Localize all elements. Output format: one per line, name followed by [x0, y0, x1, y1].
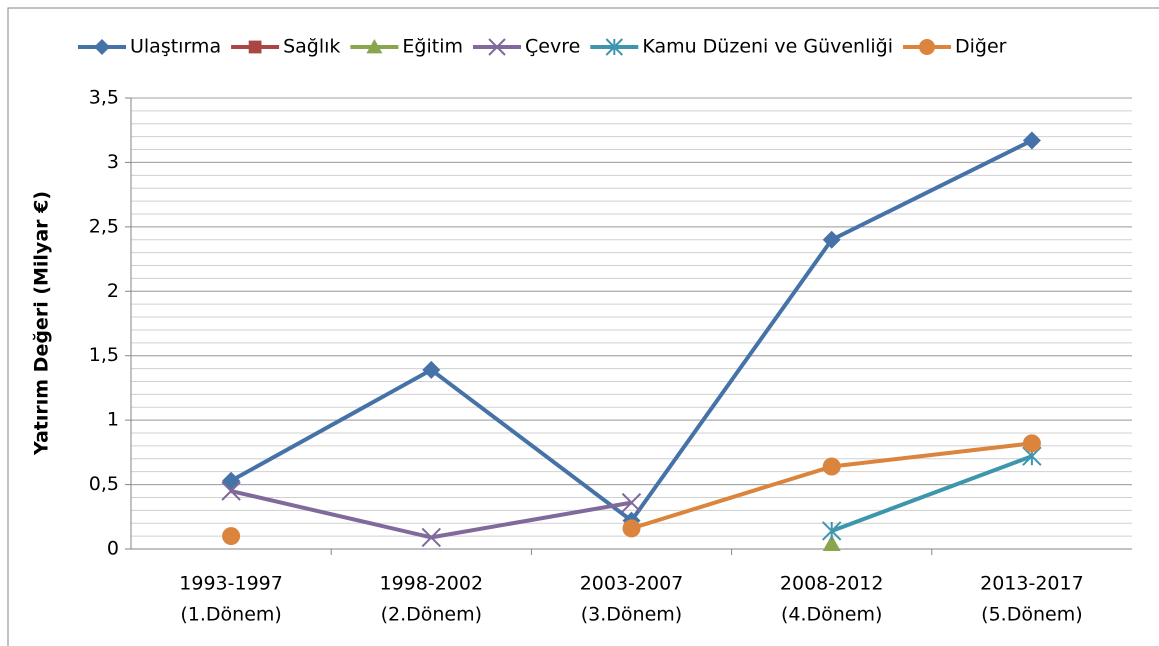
marker	[1022, 434, 1041, 453]
marker	[221, 481, 241, 501]
y-tick-label: 3	[107, 151, 119, 173]
x-tick-label: 2003-2007	[580, 573, 684, 595]
y-tick-label: 2,5	[89, 215, 119, 237]
y-tick-label: 0,5	[89, 473, 119, 495]
marker	[488, 38, 506, 56]
legend-label: Diğer	[955, 36, 1007, 58]
marker	[821, 521, 842, 541]
marker	[222, 527, 241, 546]
marker	[94, 39, 110, 55]
marker	[822, 534, 841, 552]
x-tick-label: 2008-2012	[780, 573, 884, 595]
x-tick-label: 2013-2017	[980, 573, 1084, 595]
marker	[1022, 131, 1041, 150]
x-tick-label: (5.Dönem)	[981, 604, 1082, 626]
x-tick-label: (4.Dönem)	[781, 604, 882, 626]
marker	[422, 360, 441, 379]
legend-label: Eğitim	[402, 36, 463, 58]
marker	[248, 40, 262, 54]
legend-label: Kamu Düzeni ve Güvenliği	[642, 36, 893, 58]
x-tick-label: 1993-1997	[179, 573, 283, 595]
marker	[918, 39, 935, 55]
x-tick-label: (3.Dönem)	[581, 604, 682, 626]
legend-label: Ulaştırma	[130, 36, 221, 58]
series-line	[831, 454, 1033, 533]
marker	[622, 519, 641, 538]
marker	[621, 492, 642, 513]
legend-label: Sağlık	[283, 36, 340, 58]
chart-frame	[7, 7, 1159, 646]
marker	[421, 527, 442, 548]
y-tick-label: 1	[107, 409, 119, 431]
x-tick-label: (1.Dönem)	[180, 604, 281, 626]
marker	[822, 457, 841, 476]
marker	[605, 38, 624, 56]
y-tick-label: 0	[107, 538, 119, 560]
marker	[366, 39, 383, 54]
marker	[822, 230, 841, 249]
legend-label: Çevre	[525, 36, 580, 58]
y-tick-label: 3,5	[89, 87, 119, 109]
y-tick-label: 1,5	[89, 344, 119, 366]
x-tick-label: 1998-2002	[380, 573, 484, 595]
y-tick-label: 2	[107, 280, 119, 302]
y-axis-title: Yatırım Değeri (Milyar €)	[31, 191, 53, 456]
x-tick-label: (2.Dönem)	[381, 604, 482, 626]
